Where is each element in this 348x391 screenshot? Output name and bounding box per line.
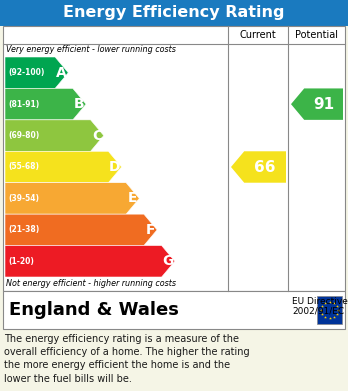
Polygon shape [5, 246, 175, 277]
Text: A: A [56, 66, 67, 80]
Text: (21-38): (21-38) [8, 225, 39, 234]
Text: Very energy efficient - lower running costs: Very energy efficient - lower running co… [6, 45, 176, 54]
Polygon shape [5, 57, 68, 88]
Polygon shape [5, 120, 104, 151]
Polygon shape [231, 151, 286, 183]
Polygon shape [291, 88, 343, 120]
Text: Energy Efficiency Rating: Energy Efficiency Rating [63, 5, 285, 20]
Text: 66: 66 [254, 160, 276, 174]
Text: The energy efficiency rating is a measure of the
overall efficiency of a home. T: The energy efficiency rating is a measur… [4, 334, 250, 384]
Text: F: F [146, 223, 155, 237]
Text: G: G [163, 254, 174, 268]
Text: Potential: Potential [295, 30, 338, 40]
Polygon shape [5, 214, 157, 246]
Text: Current: Current [240, 30, 276, 40]
Bar [317, 296, 342, 324]
Bar [0, 0, 348, 26]
Polygon shape [5, 183, 139, 214]
Text: E: E [128, 192, 137, 205]
Text: (39-54): (39-54) [8, 194, 39, 203]
Text: 2002/91/EC: 2002/91/EC [292, 307, 344, 316]
Text: (55-68): (55-68) [8, 163, 39, 172]
Text: Not energy efficient - higher running costs: Not energy efficient - higher running co… [6, 279, 176, 288]
Bar [3, 291, 345, 329]
Text: (81-91): (81-91) [8, 100, 39, 109]
Text: 91: 91 [313, 97, 334, 112]
Text: (69-80): (69-80) [8, 131, 39, 140]
Text: (92-100): (92-100) [8, 68, 45, 77]
Bar [3, 26, 345, 291]
Polygon shape [5, 88, 86, 120]
Polygon shape [5, 151, 121, 183]
Text: (1-20): (1-20) [8, 257, 34, 266]
Text: EU Directive: EU Directive [292, 297, 348, 306]
Text: B: B [74, 97, 85, 111]
Text: England & Wales: England & Wales [9, 301, 179, 319]
Text: D: D [109, 160, 121, 174]
Text: C: C [92, 129, 102, 143]
